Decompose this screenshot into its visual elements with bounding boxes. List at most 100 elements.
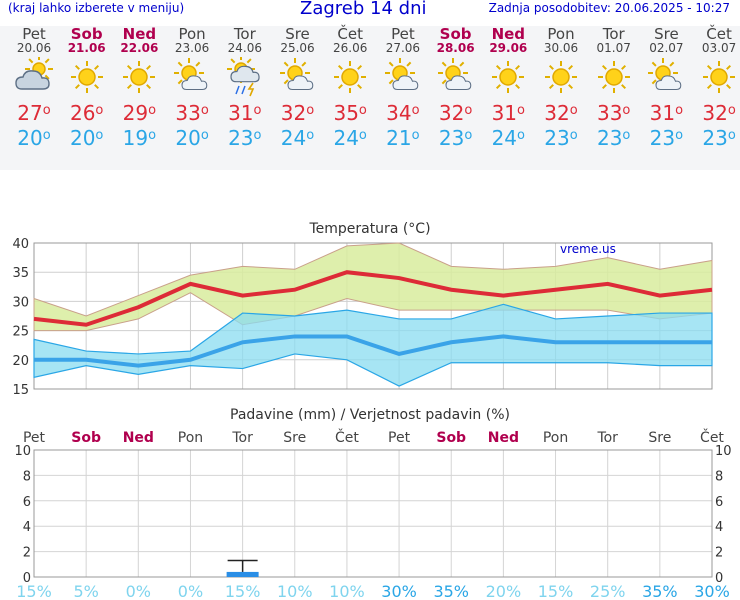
top-bar: (kraj lahko izberete v meniju) Zagreb 14… — [0, 0, 740, 20]
degree-mark: o — [358, 103, 367, 118]
sun-icon — [323, 57, 377, 97]
day-column: Čet 03.07 32o 23o — [692, 26, 740, 151]
degree-mark: o — [358, 128, 367, 143]
max-temperature-line — [33, 270, 713, 327]
day-name: Čet — [706, 25, 732, 43]
degree-mark: o — [517, 103, 525, 118]
max-temperature-value: 31 — [491, 101, 518, 125]
day-date: 25.06 — [280, 41, 315, 55]
degree-mark: o — [253, 103, 262, 118]
sun-icon — [112, 57, 166, 97]
y-tick-label-left: 4 — [23, 520, 31, 535]
precipitation-probability-label: 25% — [590, 582, 626, 600]
x-tick-label: Ned — [123, 430, 154, 446]
y-tick-label: 35 — [12, 266, 29, 281]
degree-mark: o — [411, 128, 420, 143]
day-column: Pet 20.06 27o 20o — [7, 26, 61, 151]
day-column: Sob 21.06 26o 20o — [60, 26, 114, 151]
min-temperature: 23o — [587, 125, 641, 151]
degree-mark: o — [306, 128, 315, 143]
day-date: 03.07 — [701, 41, 737, 55]
max-temperature-value: 32 — [438, 101, 465, 125]
min-temperature-value: 20 — [17, 126, 43, 150]
degree-mark: o — [675, 128, 684, 143]
max-temperature-value: 32 — [702, 101, 728, 125]
degree-mark: o — [464, 128, 473, 143]
degree-mark: o — [148, 128, 157, 143]
day-date: 01.07 — [596, 41, 631, 55]
temperature-chart-title: Temperatura (°C) — [308, 221, 430, 237]
max-temperature-value: 35 — [333, 101, 359, 125]
max-temperature-value: 31 — [228, 101, 254, 125]
y-tick-label-right: 6 — [715, 495, 723, 510]
degree-mark: o — [95, 128, 104, 143]
day-name: Sre — [285, 25, 310, 43]
day-column: Sre 02.07 31o 23o — [639, 26, 693, 151]
min-temperature: 23o — [692, 125, 740, 151]
degree-mark: o — [42, 103, 51, 118]
precipitation-probability-label: 10% — [329, 582, 365, 600]
min-temperature: 23o — [429, 125, 483, 151]
x-tick-label: Tor — [231, 430, 253, 446]
precipitation-probability-label: 10% — [277, 582, 313, 600]
x-tick-label: Ned — [488, 430, 519, 446]
precipitation-probability-label: 0% — [178, 582, 203, 600]
day-date: 20.06 — [16, 41, 52, 55]
degree-mark: o — [42, 128, 51, 143]
day-column: Ned 29.06 31o 24o — [481, 26, 535, 151]
max-temperature: 33o — [587, 101, 641, 125]
menu-hint[interactable]: (kraj lahko izberete v meniju) — [8, 1, 185, 15]
min-temperature-value: 23 — [649, 126, 676, 150]
x-tick-label: Pet — [388, 430, 411, 446]
watermark-text: vreme.us — [560, 242, 616, 256]
day-name: Pon — [178, 25, 206, 43]
max-temperature: 31o — [218, 101, 272, 125]
min-temperature: 20o — [60, 125, 114, 151]
precipitation-probability-label: 30% — [381, 582, 417, 600]
min-temperature: 24o — [271, 125, 325, 151]
day-column: Tor 01.07 33o 23o — [587, 26, 641, 151]
day-column: Pet 27.06 34o 21o — [376, 26, 430, 151]
x-tick-label: Čet — [335, 428, 359, 446]
precipitation-chart: Padavine (mm) / Verjetnost padavin (%) Pe… — [14, 407, 731, 600]
precipitation-probability-label: 15% — [225, 582, 261, 600]
forecast-strip: Pet 20.06 27o 20o Sob 21.06 26o 20o Ned 22.06 29o 1… — [0, 26, 740, 170]
sun-rain-storm-icon — [218, 57, 272, 97]
max-temperature-value: 27 — [17, 101, 43, 125]
min-temperature-value: 20 — [69, 126, 96, 150]
day-column: Pon 30.06 32o 23o — [534, 26, 588, 151]
day-name: Ned — [491, 25, 526, 43]
day-name: Čet — [337, 25, 363, 43]
day-column: Sre 25.06 32 o 24o — [271, 26, 325, 151]
min-temperature: 20o — [165, 125, 219, 151]
max-temperature: 32o — [692, 101, 740, 125]
sun-cloud-icon — [429, 57, 483, 97]
precipitation-probability-label: 30% — [694, 582, 730, 600]
min-temperature: 23o — [218, 125, 272, 151]
max-temperature: 35o — [323, 101, 377, 125]
degree-mark: o — [200, 103, 209, 118]
max-temperature: 32o — [429, 101, 483, 125]
day-column: Pon 23.06 33o 20o — [165, 26, 219, 151]
day-date: 23.06 — [174, 41, 210, 55]
min-temperature-value: 23 — [438, 126, 465, 150]
sun-icon — [60, 57, 114, 97]
min-temperature-line — [34, 334, 712, 368]
max-temperature: 29o — [112, 101, 166, 125]
day-column: Čet 26.06 35o 24o — [323, 26, 377, 151]
min-temperature: 20o — [7, 125, 61, 151]
min-temperature: 23o — [534, 125, 588, 151]
precipitation-range-marker — [227, 559, 258, 572]
max-temperature: 32o — [534, 101, 588, 125]
y-tick-label-left: 8 — [23, 469, 31, 484]
degree-mark: o — [675, 103, 684, 118]
min-temperature-value: 21 — [386, 126, 412, 150]
precipitation-probability-label: 15% — [16, 582, 52, 600]
degree-mark: o — [517, 128, 525, 143]
sun-cloud-icon — [271, 57, 325, 97]
degree-mark: o — [569, 103, 578, 118]
y-tick-label-left: 6 — [23, 495, 31, 510]
degree-mark: o — [727, 103, 736, 118]
x-tick-label: Sre — [283, 430, 306, 446]
max-temperature-value: 32 — [280, 101, 307, 125]
